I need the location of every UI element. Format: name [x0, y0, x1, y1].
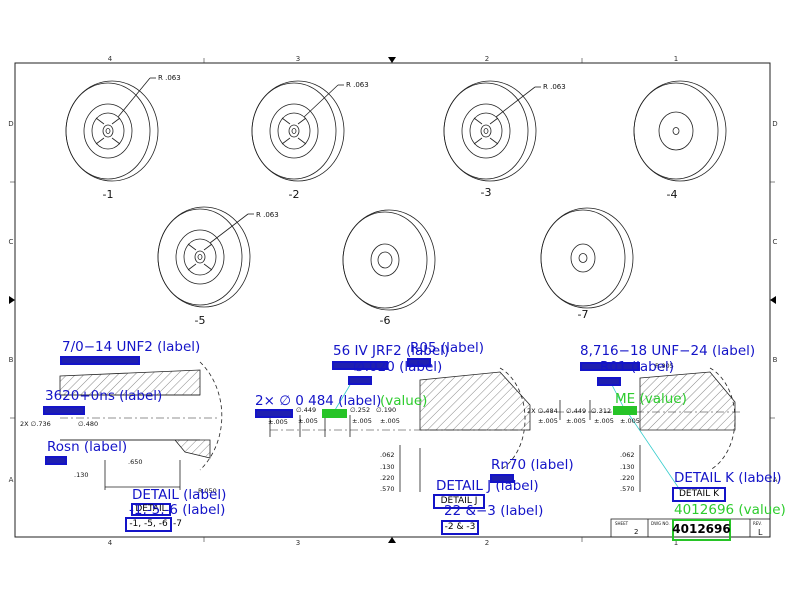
- detail-k-label: DETAIL K (label): [674, 471, 781, 486]
- rn70-label: Rn70 (label): [491, 458, 574, 473]
- rosn-box: [45, 456, 67, 465]
- zone-right-c: C: [773, 238, 778, 246]
- thread-left-label: 7/0−14 UNF2 (label): [62, 340, 200, 355]
- r01-box: [597, 377, 621, 386]
- dim-k-2x484: 2X ∅.484: [527, 407, 558, 415]
- dash-left-suffix: -7: [173, 519, 182, 529]
- dim-j-tol-1: ±.005: [268, 418, 288, 426]
- value-right-box: [613, 406, 637, 415]
- center-mark-right: [770, 296, 776, 304]
- dim-k-130: .130: [620, 463, 634, 471]
- wheel-label-3: -3: [481, 186, 492, 199]
- sheet-label: SHEET: [615, 521, 629, 526]
- note-2x-box: [255, 409, 293, 418]
- wheel-view-7: [541, 208, 633, 308]
- zone-bottom-2: 3: [296, 539, 300, 547]
- wheel-view-4: [634, 81, 726, 181]
- detail-j-label: DETAIL J (label): [436, 479, 539, 494]
- wheel-label-2: -2: [289, 188, 300, 201]
- dim-k-449: ∅.449: [566, 407, 586, 415]
- center-mark-bottom: [388, 537, 396, 543]
- dim-left-130: .130: [74, 471, 88, 479]
- dim-k-312: ∅.312: [591, 407, 611, 415]
- r01-label: R01 (label): [600, 360, 674, 375]
- dim-k-tol-4: ±.005: [620, 417, 640, 425]
- zone-left-d: D: [8, 120, 13, 128]
- wheel-radius-2: R .063: [346, 81, 369, 89]
- wheel-label-5: -5: [195, 314, 206, 327]
- dim-k-tol-2: ±.005: [566, 417, 586, 425]
- wheel-label-1: -1: [103, 188, 114, 201]
- wheel-label-4: -4: [667, 188, 678, 201]
- dim-k-tol-3: ±.005: [594, 417, 614, 425]
- center-mark-top: [388, 57, 396, 63]
- detail-left-label: DETAIL (label): [132, 488, 226, 503]
- q020-label: ∅.020 (label): [353, 360, 442, 375]
- dim-k-062: .062: [620, 451, 634, 459]
- zone-right-b: B: [773, 356, 778, 364]
- zone-top-4: 1: [674, 55, 678, 63]
- wheel-view-3: [444, 81, 541, 181]
- wheel-radius-5: R .063: [256, 211, 279, 219]
- rev-value: L: [758, 528, 763, 537]
- dash-mid-label: 22 &−3 (label): [444, 504, 543, 519]
- dim-j-130: .130: [380, 463, 394, 471]
- dim-j-062: .062: [380, 451, 394, 459]
- zone-bottom-3: 2: [485, 539, 489, 547]
- dim-left-2x736: 2X ∅.736: [20, 420, 51, 428]
- zone-top-2: 3: [296, 55, 300, 63]
- dwg-no-value: 4012696: [672, 522, 731, 536]
- wheel-label-6: -6: [380, 314, 391, 327]
- dim-j-220: .220: [380, 474, 394, 482]
- center-mark-left: [9, 296, 15, 304]
- dim-j-570: .570: [380, 485, 394, 493]
- rev-label: REV.: [753, 521, 762, 526]
- zone-left-c: C: [9, 238, 14, 246]
- value-mid-label: (value): [380, 394, 427, 409]
- wheel-view-5: [158, 207, 254, 307]
- dwg-no-label: DWG NO.: [651, 521, 670, 526]
- dash-left-label: -1,-5,-6 (label): [129, 503, 225, 518]
- wheel-view-1: [66, 78, 158, 181]
- wheel-view-2: [252, 81, 344, 181]
- tol-left-box: [43, 406, 85, 415]
- wheel-label-7: -7: [578, 308, 589, 321]
- rosn-label: Rosn (label): [47, 440, 127, 455]
- dim-k-570: .570: [620, 485, 634, 493]
- sheet-number: 2: [634, 528, 638, 536]
- detail-k-box-text: DETAIL K: [672, 489, 726, 499]
- q020-box: [348, 376, 372, 385]
- value-mid-box: [322, 409, 347, 418]
- zone-left-a: A: [9, 476, 14, 484]
- dim-j-tol-4: ±.005: [380, 417, 400, 425]
- dim-j-tol-2: ±.005: [298, 417, 318, 425]
- wheel-view-6: [343, 210, 435, 310]
- note-2x-label: 2× ∅ 0 484 (label): [255, 394, 381, 409]
- wheel-radius-1: R .063: [158, 74, 181, 82]
- dim-j-tol-3: ±.005: [352, 417, 372, 425]
- dwg-no-value-label: 4012696 (value): [674, 503, 786, 518]
- dim-k-220: .220: [620, 474, 634, 482]
- dash-mid-box-text: -2 & -3: [441, 522, 479, 532]
- thread-left-box: [60, 356, 140, 365]
- thread-right-label: 8,716−18 UNF−24 (label): [580, 344, 755, 359]
- dim-left-650: .650: [128, 458, 142, 466]
- zone-top-3: 2: [485, 55, 489, 63]
- zone-right-d: D: [772, 120, 777, 128]
- wheel-radius-3: R .063: [543, 83, 566, 91]
- dim-left-480: ∅.480: [78, 420, 98, 428]
- dash-left-box-text: -1, -5, -6: [125, 519, 172, 529]
- zone-bottom-1: 4: [108, 539, 113, 547]
- zone-left-b: B: [9, 356, 14, 364]
- r05-label: R05 (label): [410, 341, 484, 356]
- tol-left-label: 3620+0ns (label): [45, 389, 162, 404]
- zone-top-1: 4: [108, 55, 113, 63]
- dim-k-tol-1: ±.005: [538, 417, 558, 425]
- value-right-label: ME (value): [615, 392, 687, 407]
